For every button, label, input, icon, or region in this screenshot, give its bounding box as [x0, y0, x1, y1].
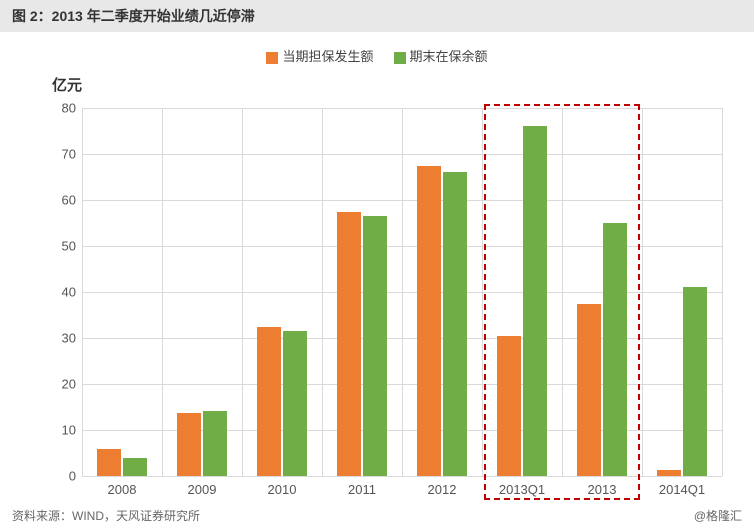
bar — [363, 216, 387, 476]
x-tick-label: 2013Q1 — [499, 476, 545, 497]
bar — [257, 327, 281, 477]
x-tick-label: 2012 — [428, 476, 457, 497]
y-tick-label: 0 — [69, 469, 82, 484]
gridline-v — [322, 108, 323, 476]
y-tick-label: 80 — [62, 101, 82, 116]
gridline-v — [642, 108, 643, 476]
gridline-v — [402, 108, 403, 476]
bar — [523, 126, 547, 476]
y-tick-label: 40 — [62, 285, 82, 300]
legend-item: 当期担保发生额 — [266, 46, 373, 65]
x-tick-label: 2008 — [108, 476, 137, 497]
legend-label: 期末在保余额 — [410, 49, 488, 64]
legend-label: 当期担保发生额 — [282, 49, 373, 64]
figure-title: 图 2：2013 年二季度开始业绩几近停滞 — [0, 0, 754, 32]
bar — [123, 458, 147, 476]
bar — [577, 304, 601, 477]
bar — [603, 223, 627, 476]
bar — [417, 166, 441, 477]
y-tick-label: 30 — [62, 331, 82, 346]
bar — [497, 336, 521, 476]
gridline-v — [242, 108, 243, 476]
y-tick-label: 50 — [62, 239, 82, 254]
credit-label: @格隆汇 — [694, 507, 742, 524]
legend-item: 期末在保余额 — [394, 46, 488, 65]
gridline-v — [562, 108, 563, 476]
legend-swatch — [394, 52, 406, 64]
y-axis-unit: 亿元 — [52, 74, 82, 95]
bar — [443, 172, 467, 476]
bar — [283, 331, 307, 476]
y-tick-label: 10 — [62, 423, 82, 438]
y-tick-label: 20 — [62, 377, 82, 392]
bar — [337, 212, 361, 477]
gridline-v — [482, 108, 483, 476]
source-label: 资料来源：WIND，天风证券研究所 — [12, 507, 200, 524]
x-tick-label: 2009 — [188, 476, 217, 497]
bar — [657, 470, 681, 476]
x-tick-label: 2014Q1 — [659, 476, 705, 497]
plot-region: 0102030405060708020082009201020112012201… — [82, 108, 722, 476]
bar — [177, 413, 201, 476]
bar — [203, 411, 227, 476]
legend-swatch — [266, 52, 278, 64]
footer: 资料来源：WIND，天风证券研究所 @格隆汇 — [12, 507, 742, 524]
x-tick-label: 2013 — [588, 476, 617, 497]
bar — [683, 287, 707, 476]
x-tick-label: 2011 — [348, 476, 376, 497]
legend: 当期担保发生额 期末在保余额 — [10, 46, 744, 65]
gridline-h — [82, 476, 722, 477]
gridline-v — [722, 108, 723, 476]
y-tick-label: 70 — [62, 147, 82, 162]
gridline-v — [162, 108, 163, 476]
bar — [97, 449, 121, 476]
x-tick-label: 2010 — [268, 476, 297, 497]
chart-area: 当期担保发生额期末在保余额 亿元 01020304050607080200820… — [10, 38, 744, 498]
y-tick-label: 60 — [62, 193, 82, 208]
gridline-v — [82, 108, 83, 476]
